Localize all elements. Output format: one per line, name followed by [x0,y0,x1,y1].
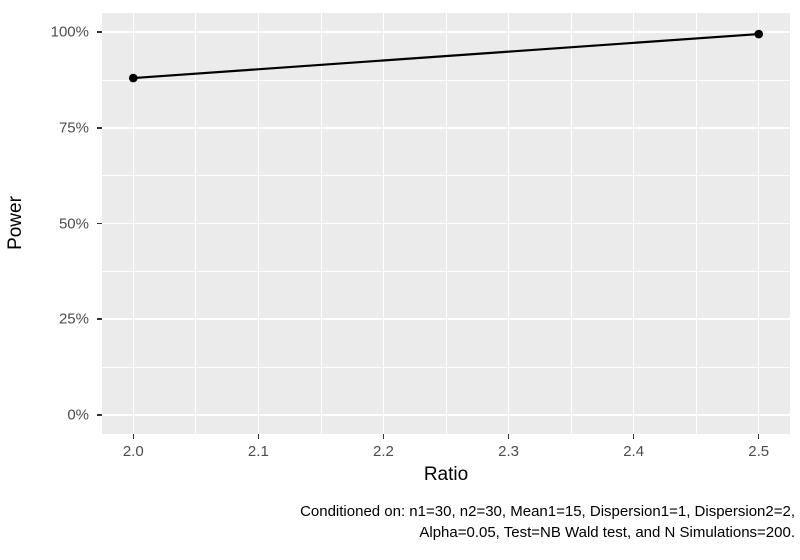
y-tick-label: 25% [58,310,89,328]
data-point [128,73,138,83]
major-gridline-vertical [132,13,135,434]
x-tick-mark [632,434,635,439]
plot-caption: Conditioned on: n1=30, n2=30, Mean1=15, … [300,501,795,543]
y-axis: 0% 25% 50% 75% 100% [0,13,102,434]
major-gridline-horizontal [102,222,790,225]
major-gridline-vertical [507,13,510,434]
caption-line-1: Conditioned on: n1=30, n2=30, Mean1=15, … [300,503,795,520]
major-gridline-horizontal [102,414,790,416]
series-line [133,32,759,80]
y-tick-label: 50% [58,215,89,232]
major-gridline-horizontal [102,31,790,33]
data-point [754,29,764,39]
x-tick-label: 2.1 [247,443,269,460]
plot-panel [102,13,790,434]
x-tick-label: 2.2 [373,443,394,460]
y-tick-label: 100% [50,23,89,41]
y-tick-mark [97,414,102,416]
y-tick-mark [97,127,102,129]
y-tick-mark [97,222,102,225]
y-tick-label: 75% [58,119,89,137]
x-tick-mark [507,434,510,439]
y-axis-title: Power [5,196,26,250]
major-gridline-horizontal [102,318,790,320]
y-tick-mark [97,31,102,33]
y-tick-label: 0% [67,406,89,424]
power-line-series [128,29,764,83]
major-gridline-horizontal [102,127,790,129]
x-axis: 2.0 2.1 2.2 2.3 2.4 2.5 [102,434,790,474]
x-tick-mark [257,434,260,439]
major-gridline-vertical [382,13,385,434]
major-gridline-vertical [632,13,635,434]
major-gridline-vertical [257,13,260,434]
x-axis-title: Ratio [423,464,469,485]
x-tick-label: 2.0 [122,443,144,460]
x-tick-label: 2.5 [748,443,770,460]
x-tick-label: 2.4 [623,443,645,460]
x-tick-label: 2.3 [498,443,519,460]
x-tick-mark [757,434,760,439]
major-gridline-vertical [757,13,760,434]
x-tick-mark [382,434,385,439]
y-tick-mark [97,318,102,320]
caption-line-2: Alpha=0.05, Test=NB Wald test, and N Sim… [419,524,795,541]
x-tick-mark [132,434,135,439]
